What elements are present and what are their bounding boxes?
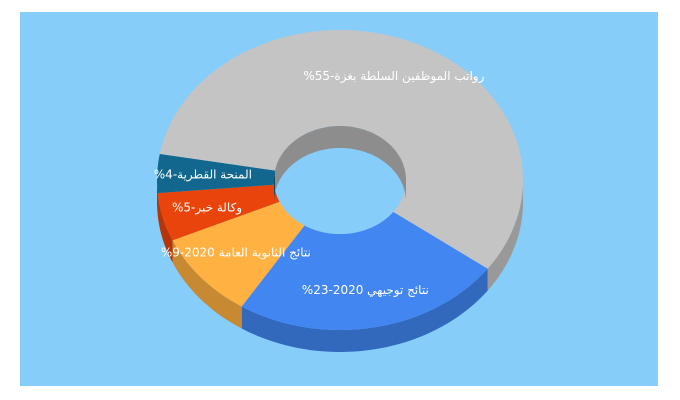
slice-wall (172, 240, 242, 329)
slice-label: نتائج الثانوية العامة 2020-9% (161, 246, 311, 261)
slice-wall (241, 268, 488, 352)
slice-wall (157, 193, 173, 263)
slice (159, 30, 524, 269)
slice-wall (487, 180, 523, 291)
slice (172, 201, 305, 307)
slice-inner-wall (275, 126, 406, 202)
slice-label: المنحة القطرية-4% (154, 168, 252, 183)
slice (241, 211, 488, 330)
slice (157, 184, 280, 241)
slice (157, 154, 275, 194)
slice-wall (157, 180, 158, 216)
slice-inner-wall (274, 170, 275, 202)
slice-label: نتائج توجيهي 2020-23% (302, 283, 429, 298)
slice-label: وكالة خبر-5% (172, 200, 242, 215)
slice-label: رواتب الموظفين السلطة بغزة-55% (303, 69, 484, 84)
